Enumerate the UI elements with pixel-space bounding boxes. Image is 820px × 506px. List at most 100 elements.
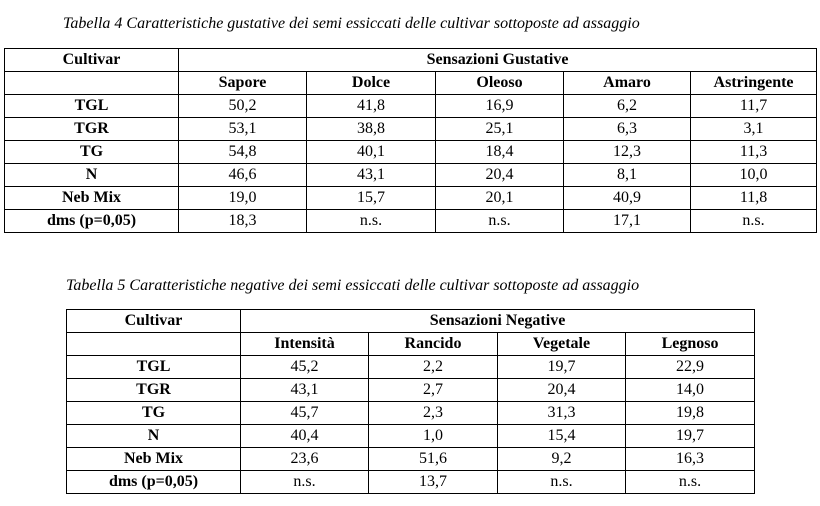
table-cell: 15,7: [306, 186, 436, 210]
table-cell: n.s.: [624, 470, 756, 494]
table-cell: 19,0: [178, 186, 307, 210]
table5-column-header: Vegetale: [497, 332, 626, 356]
table5-group-header: Sensazioni Negative: [239, 309, 756, 333]
table5: Cultivar Sensazioni Negative Intensità R…: [66, 309, 756, 494]
table-cell: 18,3: [178, 209, 307, 233]
row-label: TGR: [4, 117, 179, 141]
table-cell: 16,9: [435, 94, 564, 118]
table-cell: 41,8: [306, 94, 436, 118]
table-cell: 13,7: [368, 470, 498, 494]
table-cell: 46,6: [178, 163, 307, 187]
table4-column-header: Dolce: [306, 71, 436, 95]
row-label: Neb Mix: [66, 447, 241, 471]
table-cell: 14,0: [624, 378, 756, 402]
table-cell: 6,2: [563, 94, 691, 118]
table-row: dms (p=0,05) 18,3 n.s. n.s. 17,1 n.s.: [4, 209, 818, 233]
row-label: Neb Mix: [4, 186, 179, 210]
row-label: N: [66, 424, 241, 448]
table-row: TGR 53,1 38,8 25,1 6,3 3,1: [4, 117, 818, 141]
table-cell: 9,2: [497, 447, 626, 471]
table-cell: 11,3: [689, 140, 818, 164]
table-cell: 40,4: [240, 424, 369, 448]
table-row: Neb Mix 19,0 15,7 20,1 40,9 11,8: [4, 186, 818, 210]
table-cell: 23,6: [240, 447, 369, 471]
table-cell: 2,2: [368, 355, 498, 379]
table-cell: 40,9: [563, 186, 691, 210]
table-cell: 43,1: [306, 163, 436, 187]
table-cell: 53,1: [178, 117, 307, 141]
row-label: dms (p=0,05): [4, 209, 179, 233]
table4-header-empty: [4, 71, 179, 95]
table-cell: n.s.: [497, 470, 626, 494]
table4-header-row: Cultivar Sensazioni Gustative: [4, 48, 818, 72]
table4-column-header: Oleoso: [435, 71, 564, 95]
table5-corner-header: Cultivar: [66, 309, 241, 333]
table4-column-header: Amaro: [563, 71, 691, 95]
table-cell: 19,7: [497, 355, 626, 379]
table-row: TGR 43,1 2,7 20,4 14,0: [66, 378, 756, 402]
table-cell: 54,8: [178, 140, 307, 164]
table4-column-header-row: Sapore Dolce Oleoso Amaro Astringente: [4, 71, 818, 95]
table-cell: 18,4: [435, 140, 564, 164]
table-cell: n.s.: [435, 209, 564, 233]
table-cell: 20,1: [435, 186, 564, 210]
table-cell: n.s.: [689, 209, 818, 233]
table-cell: 12,3: [563, 140, 691, 164]
row-label: TGL: [66, 355, 241, 379]
table-cell: 50,2: [178, 94, 307, 118]
table-cell: 11,8: [689, 186, 818, 210]
table-row: Neb Mix 23,6 51,6 9,2 16,3: [66, 447, 756, 471]
table-row: TGL 50,2 41,8 16,9 6,2 11,7: [4, 94, 818, 118]
table-row: N 46,6 43,1 20,4 8,1 10,0: [4, 163, 818, 187]
table-row: dms (p=0,05) n.s. 13,7 n.s. n.s.: [66, 470, 756, 494]
table5-column-header: Legnoso: [624, 332, 756, 356]
table-cell: 2,7: [368, 378, 498, 402]
table5-caption: Tabella 5 Caratteristiche negative dei s…: [66, 277, 640, 294]
row-label: dms (p=0,05): [66, 470, 241, 494]
table5-column-header-row: Intensità Rancido Vegetale Legnoso: [66, 332, 756, 356]
table4-caption: Tabella 4 Caratteristiche gustative dei …: [63, 15, 640, 32]
table4-group-header: Sensazioni Gustative: [177, 48, 818, 72]
table-cell: 8,1: [563, 163, 691, 187]
row-label: N: [4, 163, 179, 187]
table-cell: 25,1: [435, 117, 564, 141]
table-row: TGL 45,2 2,2 19,7 22,9: [66, 355, 756, 379]
table-cell: 31,3: [497, 401, 626, 425]
table5-column-header: Rancido: [368, 332, 498, 356]
table-cell: 45,7: [240, 401, 369, 425]
table-row: TG 54,8 40,1 18,4 12,3 11,3: [4, 140, 818, 164]
table-cell: 10,0: [689, 163, 818, 187]
table-row: N 40,4 1,0 15,4 19,7: [66, 424, 756, 448]
table-cell: 15,4: [497, 424, 626, 448]
table-cell: 16,3: [624, 447, 756, 471]
table-cell: 17,1: [563, 209, 691, 233]
table-cell: 2,3: [368, 401, 498, 425]
table-cell: 1,0: [368, 424, 498, 448]
table-row: TG 45,7 2,3 31,3 19,8: [66, 401, 756, 425]
table-cell: 11,7: [689, 94, 818, 118]
table5-header-empty: [66, 332, 241, 356]
table5-column-header: Intensità: [240, 332, 369, 356]
table-cell: 20,4: [497, 378, 626, 402]
table-cell: 38,8: [306, 117, 436, 141]
table4-column-header: Sapore: [178, 71, 307, 95]
table4-corner-header: Cultivar: [4, 48, 179, 72]
table-cell: 3,1: [689, 117, 818, 141]
table-cell: 51,6: [368, 447, 498, 471]
table-cell: 45,2: [240, 355, 369, 379]
table-cell: 20,4: [435, 163, 564, 187]
table-cell: 19,7: [624, 424, 756, 448]
table-cell: 19,8: [624, 401, 756, 425]
table-cell: n.s.: [240, 470, 369, 494]
table4-column-header: Astringente: [689, 71, 818, 95]
table-cell: n.s.: [306, 209, 436, 233]
row-label: TGL: [4, 94, 179, 118]
row-label: TG: [4, 140, 179, 164]
table-cell: 6,3: [563, 117, 691, 141]
table-cell: 43,1: [240, 378, 369, 402]
table5-header-row: Cultivar Sensazioni Negative: [66, 309, 756, 333]
row-label: TGR: [66, 378, 241, 402]
row-label: TG: [66, 401, 241, 425]
table-cell: 22,9: [624, 355, 756, 379]
table4: Cultivar Sensazioni Gustative Sapore Dol…: [4, 48, 818, 233]
